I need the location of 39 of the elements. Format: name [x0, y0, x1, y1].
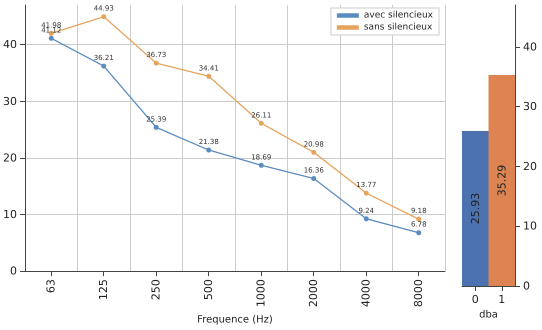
y-tick-label: 40 [2, 38, 17, 52]
y-tick-label: 20 [2, 151, 17, 164]
x-tick-label: 250 [150, 279, 163, 300]
y-tick-label: 10 [2, 208, 17, 221]
x-tick-label: 0 [472, 293, 479, 306]
y-tick-label: 0 [10, 264, 17, 278]
legend-label: avec silencieux [364, 10, 434, 20]
x-tick-label: 4000 [360, 279, 373, 308]
point [48, 36, 54, 41]
x-tick-label: 1 [498, 293, 506, 306]
point [101, 14, 106, 20]
point [364, 190, 369, 196]
point [364, 216, 369, 222]
point [416, 230, 422, 236]
x-axis-title: Frequence (Hz) [197, 314, 273, 326]
y2-tick-label: 10 [523, 220, 537, 233]
x-tick-label: 1000 [254, 279, 268, 308]
point [311, 150, 316, 155]
point [206, 74, 212, 79]
x-tick-label: 63 [44, 279, 58, 294]
point [258, 162, 264, 168]
point [154, 124, 159, 130]
data-label: 25.93 [468, 192, 482, 224]
data-label: 35.29 [495, 164, 508, 196]
x-tick-label: 500 [202, 279, 216, 300]
y2-tick-label: 20 [523, 160, 537, 173]
x-axis-title: dba [479, 310, 498, 320]
y-tick-label: 30 [2, 94, 17, 108]
y2-tick-label: 30 [523, 100, 537, 114]
legend-label: sans silencieux [364, 22, 433, 32]
point [101, 64, 106, 69]
x-tick-label: 2000 [307, 279, 320, 308]
x-tick-label: 8000 [412, 279, 426, 308]
point [206, 148, 212, 153]
point [258, 120, 264, 126]
x-tick-label: 125 [97, 279, 110, 300]
point [154, 60, 159, 66]
y2-tick-label: 40 [523, 40, 537, 54]
point [311, 176, 316, 181]
